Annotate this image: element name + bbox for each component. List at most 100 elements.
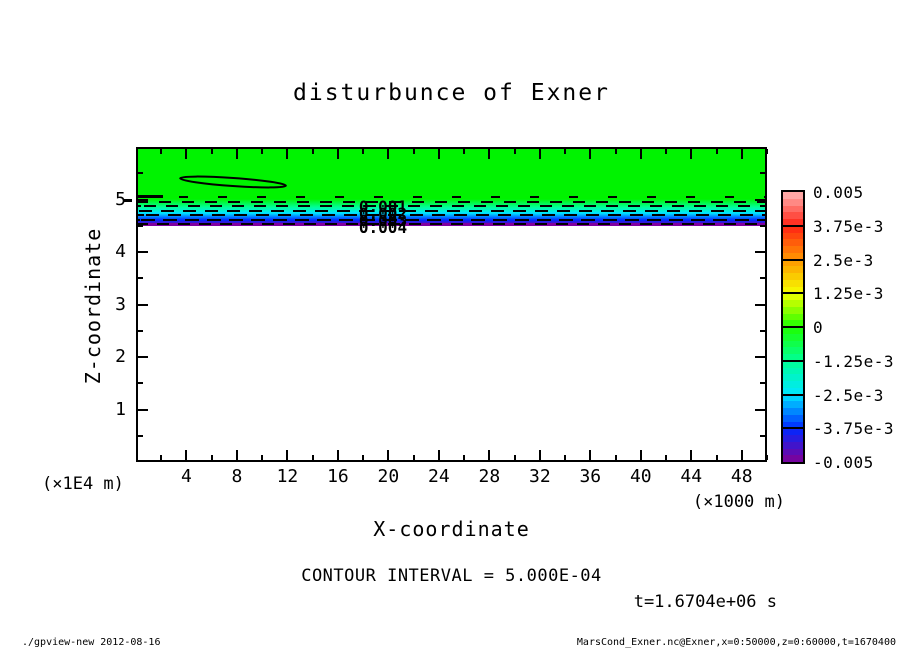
- x-tick-top: [564, 149, 567, 154]
- footer-source-path: MarsCond_Exner.nc@Exner,x=0:50000,z=0:60…: [576, 637, 896, 648]
- colorbar-step: [783, 394, 803, 402]
- x-tick: [311, 455, 314, 460]
- x-tick: [690, 450, 693, 460]
- y-tick-right: [755, 356, 765, 358]
- y-tick: [138, 434, 143, 437]
- colorbar-step: [783, 408, 803, 416]
- y-tick-right: [760, 382, 765, 385]
- x-tick-top: [740, 149, 743, 159]
- y-axis-title: Z-coordinate: [81, 227, 105, 385]
- x-tick: [614, 455, 617, 460]
- colorbar-step: [783, 401, 803, 409]
- tone-fill-green: [136, 147, 767, 199]
- colorbar-step: [783, 300, 803, 308]
- colorbar-step: [783, 327, 803, 335]
- y-tick: [138, 251, 148, 253]
- dashed-contour-row: [136, 219, 767, 221]
- x-tick-top: [589, 149, 592, 159]
- y-axis-unit: (×1E4 m): [42, 474, 124, 494]
- colorbar-step: [783, 293, 803, 301]
- x-tick: [589, 450, 592, 460]
- x-tick-top: [614, 149, 617, 154]
- x-tick-label: 12: [276, 466, 299, 487]
- x-tick-top: [437, 149, 440, 159]
- colorbar-step: [783, 266, 803, 274]
- solid-contour-segment: [136, 195, 163, 198]
- y-tick-right: [755, 251, 765, 253]
- colorbar-label: -1.25e-3: [813, 351, 895, 371]
- contour-label: 0.002: [358, 204, 408, 223]
- colorbar-step: [783, 273, 803, 281]
- x-tick-label: 8: [231, 466, 243, 487]
- colorbar-step: [783, 259, 803, 267]
- colorbar: [781, 190, 805, 464]
- dashed-contour-row: [136, 223, 767, 225]
- chart-title: disturbunce of Exner: [293, 80, 610, 106]
- colorbar-step: [783, 198, 803, 206]
- x-tick: [639, 450, 642, 460]
- colorbar-step: [783, 232, 803, 240]
- dashed-contour-row: [136, 205, 767, 207]
- colorbar-step: [783, 455, 803, 463]
- x-tick-top: [160, 149, 163, 154]
- y-tick-label: 4: [115, 241, 126, 262]
- y-tick: [138, 277, 143, 280]
- x-tick-label: 36: [579, 466, 602, 487]
- y-tick: [138, 224, 143, 227]
- colorbar-step: [783, 313, 803, 321]
- footer-command-date: ./gpview-new 2012-08-16: [22, 637, 161, 648]
- y-tick: [138, 382, 143, 385]
- closed-contour-svg: [179, 175, 287, 189]
- colorbar-step: [783, 421, 803, 429]
- colorbar-label: 2.5e-3: [813, 250, 874, 270]
- contour-label: 0.001: [358, 197, 408, 216]
- y-tick-label: 3: [115, 293, 126, 315]
- x-tick-top: [261, 149, 264, 154]
- y-tick-right: [755, 303, 765, 306]
- y-tick-label: 2: [115, 346, 126, 367]
- colorbar-step: [783, 367, 803, 375]
- colorbar-label: 3.75e-3: [813, 216, 884, 236]
- colorbar-step: [783, 306, 803, 314]
- x-tick-top: [336, 149, 339, 159]
- x-tick-top: [513, 149, 516, 154]
- x-tick-label: 44: [680, 466, 703, 487]
- colorbar-step: [783, 333, 803, 341]
- colorbar-step: [783, 205, 803, 213]
- x-tick: [564, 455, 567, 460]
- x-tick-label: 20: [377, 466, 400, 487]
- colorbar-step: [783, 239, 803, 247]
- x-tick: [261, 455, 264, 460]
- colorbar-divider: [783, 292, 803, 295]
- x-tick-top: [311, 149, 314, 154]
- colorbar-step: [783, 320, 803, 328]
- x-tick: [665, 455, 668, 460]
- x-tick: [488, 450, 491, 460]
- colorbar-step: [783, 286, 803, 294]
- x-tick: [160, 455, 163, 460]
- x-tick-top: [362, 149, 365, 154]
- x-tick-top: [665, 149, 668, 154]
- x-tick-label: 16: [327, 466, 349, 487]
- x-tick-top: [235, 149, 238, 159]
- y-tick: [138, 303, 148, 306]
- colorbar-step: [783, 414, 803, 422]
- x-tick-label: 48: [730, 466, 753, 487]
- colorbar-step: [783, 246, 803, 254]
- x-tick: [538, 450, 541, 460]
- x-tick-top: [412, 149, 415, 154]
- y-tick: [138, 329, 143, 332]
- x-tick: [513, 455, 516, 460]
- colorbar-label: 0.005: [813, 183, 864, 202]
- x-tick: [387, 450, 390, 460]
- x-tick: [336, 450, 339, 460]
- x-tick-top: [690, 149, 693, 159]
- colorbar-step: [783, 347, 803, 355]
- time-annotation: t=1.6704e+06 s: [633, 592, 777, 612]
- x-tick: [412, 455, 415, 460]
- x-tick: [185, 450, 188, 460]
- colorbar-step: [783, 252, 803, 260]
- x-tick-top: [715, 149, 718, 154]
- colorbar-divider: [783, 359, 803, 362]
